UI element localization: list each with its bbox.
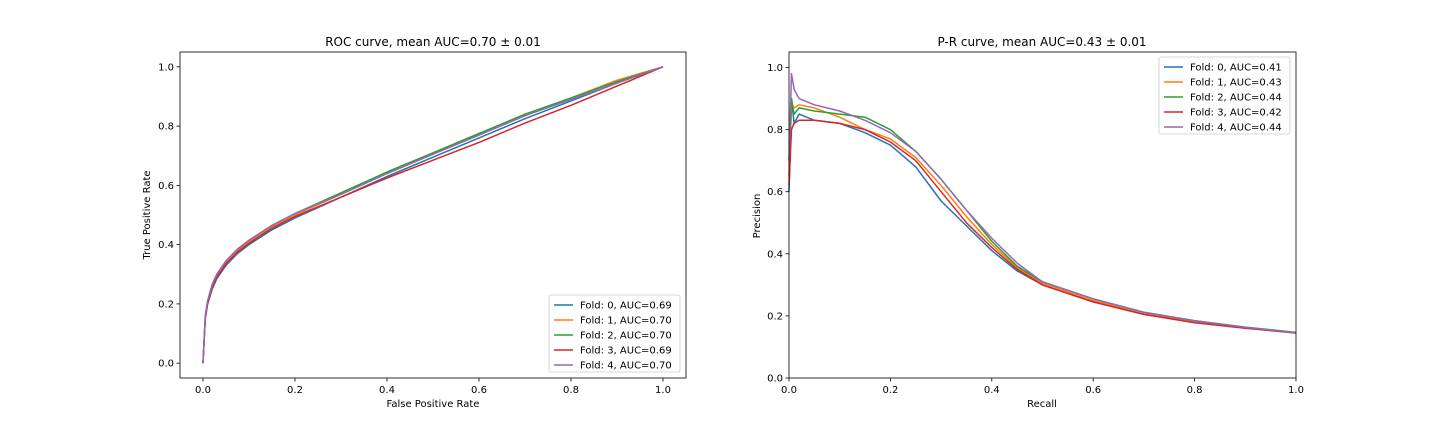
roc-legend: Fold: 0, AUC=0.69 Fold: 1, AUC=0.70 Fold… xyxy=(548,294,681,373)
pr-legend-label: Fold: 1, AUC=0.43 xyxy=(1190,78,1282,89)
roc-subplot: ROC curve, mean AUC=0.70 ± 0.01 0.0 0.2 … xyxy=(142,35,687,410)
roc-ytick-label: 0.4 xyxy=(158,240,174,251)
pr-legend-box xyxy=(1158,56,1291,135)
roc-legend-label: Fold: 1, AUC=0.70 xyxy=(580,316,672,327)
roc-xtick-label: 0.4 xyxy=(379,385,395,396)
pr-axes-frame xyxy=(788,51,1297,379)
pr-series-line-fold-4 xyxy=(788,72,1297,334)
pr-xtick-label: 1.0 xyxy=(1288,385,1304,396)
roc-legend-label: Fold: 0, AUC=0.69 xyxy=(580,301,672,312)
pr-legend-label: Fold: 0, AUC=0.41 xyxy=(1190,63,1282,74)
roc-axes-frame xyxy=(179,51,687,379)
roc-xtick-label: 0.8 xyxy=(563,385,579,396)
pr-xtick-label: 0.8 xyxy=(1187,385,1203,396)
roc-series-line-fold-4 xyxy=(202,66,664,364)
roc-xtick-label: 0.0 xyxy=(195,385,211,396)
roc-ticks: 0.0 0.2 0.4 0.6 0.8 1.0 0.0 0.2 0.4 0.6 … xyxy=(158,62,671,396)
roc-title: ROC curve, mean AUC=0.70 ± 0.01 xyxy=(325,35,541,49)
pr-ytick-label: 0.6 xyxy=(767,187,783,198)
pr-subplot: P-R curve, mean AUC=0.43 ± 0.01 0.0 0.2 … xyxy=(752,35,1304,410)
roc-xtick-label: 0.2 xyxy=(287,385,303,396)
pr-ytick-label: 0.0 xyxy=(767,374,783,385)
pr-title: P-R curve, mean AUC=0.43 ± 0.01 xyxy=(937,35,1146,49)
pr-ytick-label: 0.2 xyxy=(767,311,783,322)
pr-legend: Fold: 0, AUC=0.41 Fold: 1, AUC=0.43 Fold… xyxy=(1158,56,1291,135)
pr-ytick-label: 1.0 xyxy=(767,63,783,74)
roc-ytick-label: 0.0 xyxy=(158,359,174,370)
pr-series-line-fold-1 xyxy=(788,104,1297,334)
pr-ytick-label: 0.4 xyxy=(767,249,783,260)
pr-ytick-label: 0.8 xyxy=(767,125,783,136)
pr-xtick-label: 0.4 xyxy=(984,385,1000,396)
roc-legend-label: Fold: 2, AUC=0.70 xyxy=(580,331,672,342)
roc-ylabel: True Positive Rate xyxy=(142,170,153,260)
roc-ytick-label: 0.6 xyxy=(158,181,174,192)
roc-lines xyxy=(202,66,664,364)
roc-legend-label: Fold: 3, AUC=0.69 xyxy=(580,346,672,357)
roc-ytick-label: 1.0 xyxy=(158,62,174,73)
pr-xlabel: Recall xyxy=(1027,399,1057,410)
pr-xtick-label: 0.0 xyxy=(781,385,797,396)
pr-lines xyxy=(788,72,1297,334)
pr-series-line-fold-3 xyxy=(788,119,1297,334)
pr-xtick-label: 0.2 xyxy=(882,385,898,396)
pr-xtick-label: 0.6 xyxy=(1085,385,1101,396)
roc-legend-label: Fold: 4, AUC=0.70 xyxy=(580,361,672,372)
roc-ytick-label: 0.2 xyxy=(158,299,174,310)
roc-legend-box xyxy=(548,294,681,373)
roc-xtick-label: 0.6 xyxy=(471,385,487,396)
roc-ytick-label: 0.8 xyxy=(158,122,174,133)
pr-legend-label: Fold: 4, AUC=0.44 xyxy=(1190,123,1282,134)
roc-xtick-label: 1.0 xyxy=(655,385,671,396)
pr-legend-label: Fold: 2, AUC=0.44 xyxy=(1190,93,1282,104)
roc-series-line-fold-3 xyxy=(202,66,664,364)
pr-legend-label: Fold: 3, AUC=0.42 xyxy=(1190,108,1282,119)
pr-ticks: 0.0 0.2 0.4 0.6 0.8 1.0 0.0 0.2 0.4 0.6 … xyxy=(767,63,1304,396)
roc-xlabel: False Positive Rate xyxy=(387,399,480,410)
pr-ylabel: Precision xyxy=(752,194,763,239)
